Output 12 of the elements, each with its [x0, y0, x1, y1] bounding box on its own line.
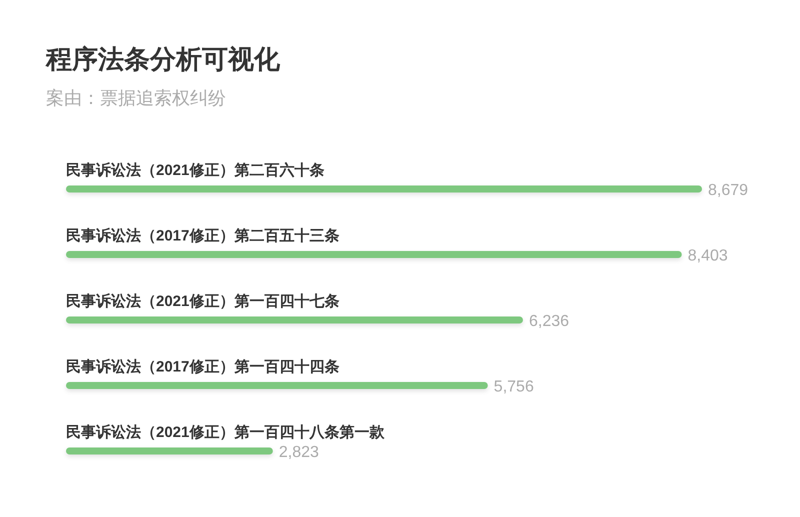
category-label: 民事诉讼法（2021修正）第一百四十八条第一款: [66, 424, 384, 441]
value-label: 2,823: [278, 444, 319, 461]
category-label: 民事诉讼法（2021修正）第二百六十条: [66, 162, 324, 179]
value-label: 6,236: [528, 313, 570, 330]
subtitle: 案由：票据追索权纠纷: [46, 88, 226, 108]
category-label: 民事诉讼法（2021修正）第一百四十七条: [66, 293, 340, 310]
category-label: 民事诉讼法（2017修正）第一百四十四条: [66, 358, 340, 376]
title: 程序法条分析可视化: [46, 44, 280, 74]
category-label: 民事诉讼法（2017修正）第二百五十三条: [66, 228, 340, 244]
value-label: 8,403: [688, 248, 728, 264]
value-label: 8,679: [708, 182, 748, 199]
value-label: 5,756: [494, 378, 534, 396]
